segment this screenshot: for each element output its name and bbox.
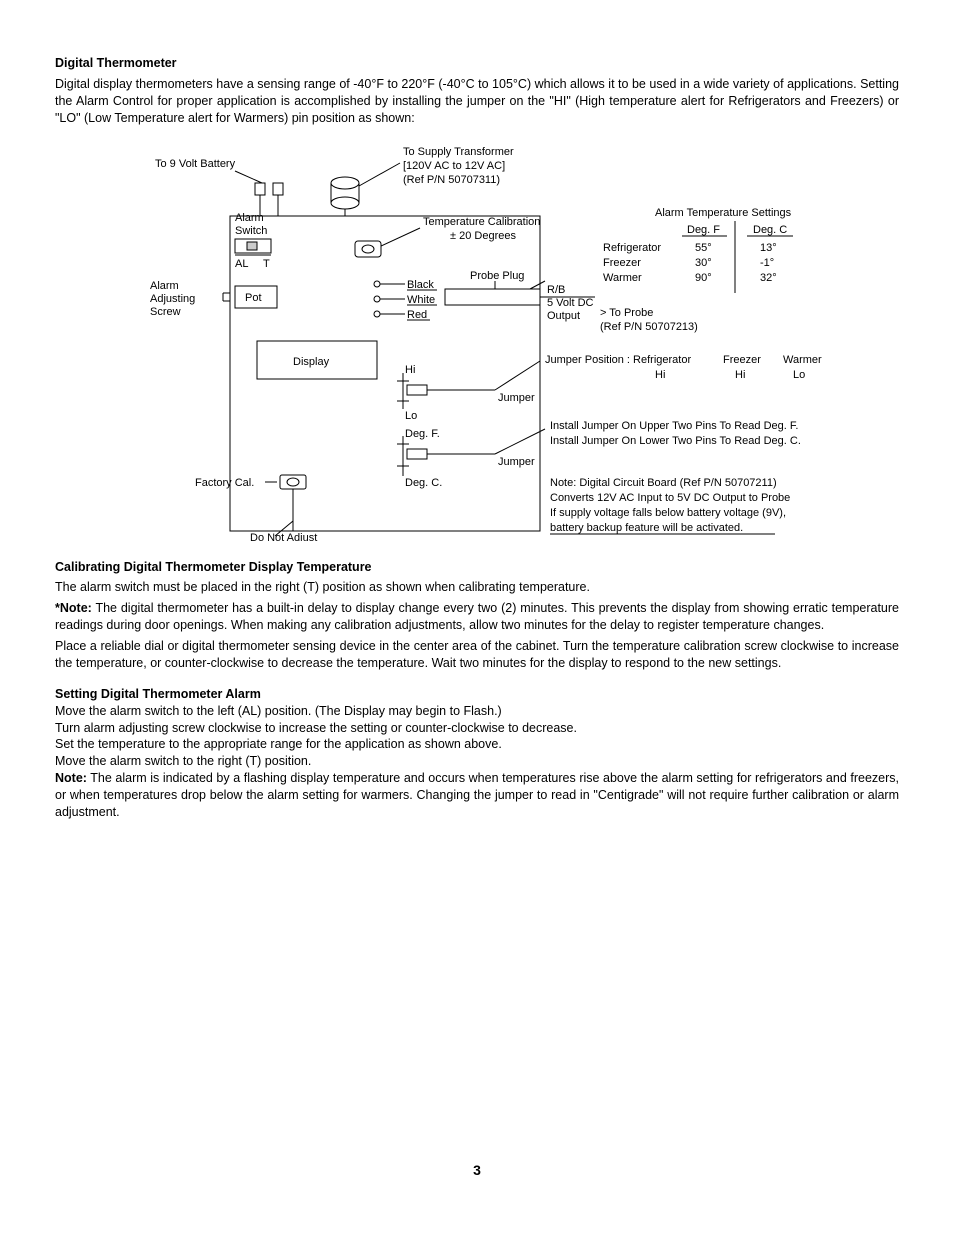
section-setting-alarm: Setting Digital Thermometer Alarm Move t… (55, 686, 899, 821)
cell-c-refrig: 13° (760, 242, 777, 254)
label-alarm-switch-1: Alarm (235, 212, 264, 224)
label-degf: Deg. F. (405, 428, 440, 440)
para-cal-note: *Note: The digital thermometer has a bui… (55, 600, 899, 634)
note-label-2: Note: (55, 771, 87, 785)
note-label-1: *Note: (55, 601, 92, 615)
heading-calibrating: Calibrating Digital Thermometer Display … (55, 559, 899, 576)
para-cal-2: The digital thermometer has a built-in d… (55, 601, 899, 632)
label-alarm-adj-1: Alarm (150, 280, 179, 292)
label-factory-cal: Factory Cal. (195, 477, 254, 489)
label-jumper-2: Jumper (498, 456, 535, 468)
label-black: Black (407, 279, 434, 291)
label-probe-plug: Probe Plug (470, 270, 524, 282)
label-alarm-adj-3: Screw (150, 306, 181, 318)
cell-c-freezer: -1° (760, 257, 774, 269)
page-number: 3 (55, 1161, 899, 1180)
section-digital-thermometer: Digital Thermometer Digital display ther… (55, 55, 899, 127)
label-t: T (263, 258, 270, 270)
label-note-2: Converts 12V AC Input to 5V DC Output to… (550, 492, 790, 504)
label-col-c: Deg. C (753, 224, 787, 236)
circuit-diagram: To 9 Volt Battery To Supply Transformer … (55, 141, 899, 541)
para-alarm-note: Note: The alarm is indicated by a flashi… (55, 770, 899, 821)
label-settings-title: Alarm Temperature Settings (655, 207, 792, 219)
para-cal-1: The alarm switch must be placed in the r… (55, 579, 899, 596)
label-to-probe-2: (Ref P/N 50707213) (600, 321, 698, 333)
label-hi-1: Hi (405, 364, 415, 376)
label-jpos-3: Warmer (783, 354, 822, 366)
label-row-freezer: Freezer (603, 257, 641, 269)
label-jpos-lo: Lo (793, 369, 805, 381)
cell-f-freezer: 30° (695, 257, 712, 269)
label-jpos-2: Freezer (723, 354, 761, 366)
label-red: Red (407, 309, 427, 321)
para-cal-3: Place a reliable dial or digital thermom… (55, 638, 899, 672)
label-pot: Pot (245, 292, 262, 304)
label-battery: To 9 Volt Battery (155, 158, 236, 170)
label-transformer-3: (Ref P/N 50707311) (403, 174, 500, 186)
label-to-probe-1: > To Probe (600, 307, 653, 319)
label-degc: Deg. C. (405, 477, 442, 489)
label-note-1: Note: Digital Circuit Board (Ref P/N 507… (550, 477, 777, 489)
label-col-f: Deg. F (687, 224, 720, 236)
label-note-3: If supply voltage falls below battery vo… (550, 507, 786, 519)
label-inst-1: Install Jumper On Upper Two Pins To Read… (550, 420, 798, 432)
label-white: White (407, 294, 435, 306)
para-alarm-4: Move the alarm switch to the right (T) p… (55, 753, 899, 770)
label-5v-1: 5 Volt DC (547, 297, 594, 309)
para-alarm-5: The alarm is indicated by a flashing dis… (55, 771, 899, 819)
label-temp-cal-2: ± 20 Degrees (450, 230, 516, 242)
label-inst-2: Install Jumper On Lower Two Pins To Read… (550, 435, 801, 447)
para-intro: Digital display thermometers have a sens… (55, 76, 899, 127)
label-rb: R/B (547, 284, 565, 296)
label-row-warmer: Warmer (603, 272, 642, 284)
label-do-not-adjust: Do Not Adjust (250, 532, 317, 541)
para-alarm-3: Set the temperature to the appropriate r… (55, 736, 899, 753)
label-jpos-hi1: Hi (655, 369, 665, 381)
label-alarm-switch-2: Switch (235, 225, 267, 237)
cell-f-refrig: 55° (695, 242, 712, 254)
para-alarm-1: Move the alarm switch to the left (AL) p… (55, 703, 899, 720)
cell-f-warmer: 90° (695, 272, 712, 284)
label-display: Display (293, 356, 330, 368)
label-jpos-hi2: Hi (735, 369, 745, 381)
section-calibrating: Calibrating Digital Thermometer Display … (55, 559, 899, 672)
label-note-4: battery backup feature will be activated… (550, 522, 743, 534)
para-alarm-2: Turn alarm adjusting screw clockwise to … (55, 720, 899, 737)
label-jpos-1: Jumper Position : Refrigerator (545, 354, 691, 366)
label-row-refrig: Refrigerator (603, 242, 661, 254)
label-transformer-2: [120V AC to 12V AC] (403, 160, 505, 172)
label-alarm-adj-2: Adjusting (150, 293, 195, 305)
label-jumper-1: Jumper (498, 392, 535, 404)
label-lo-1: Lo (405, 410, 417, 422)
heading-setting-alarm: Setting Digital Thermometer Alarm (55, 686, 899, 703)
label-5v-2: Output (547, 310, 580, 322)
cell-c-warmer: 32° (760, 272, 777, 284)
heading-digital-thermometer: Digital Thermometer (55, 55, 899, 72)
label-temp-cal-1: Temperature Calibration (423, 216, 540, 228)
label-al: AL (235, 258, 248, 270)
label-transformer-1: To Supply Transformer (403, 146, 514, 158)
